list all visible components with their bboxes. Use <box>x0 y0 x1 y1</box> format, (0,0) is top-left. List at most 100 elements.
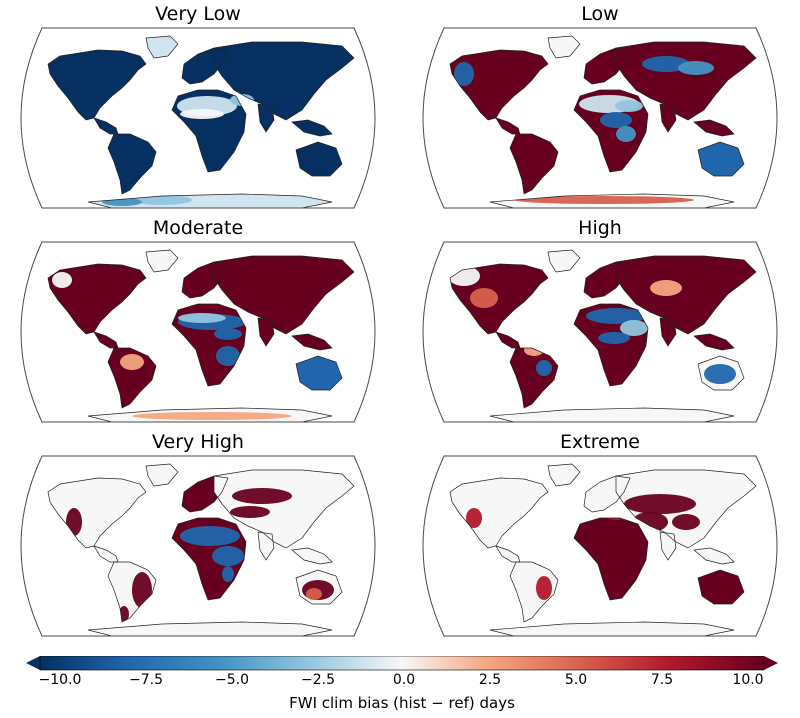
landmass-in <box>258 104 274 132</box>
map-frame <box>422 455 778 637</box>
bias-region <box>615 100 643 112</box>
bias-region <box>180 526 240 546</box>
panel-title: Very High <box>152 431 244 453</box>
bias-region <box>300 366 336 386</box>
bias-region <box>306 588 322 600</box>
bias-region <box>598 332 630 344</box>
coastline <box>213 469 355 549</box>
panel-moderate: Moderate <box>2 216 394 428</box>
coastline <box>291 119 333 137</box>
landmass-in <box>258 532 274 560</box>
coastline <box>295 569 343 605</box>
bias-region <box>678 61 714 75</box>
coastline <box>583 475 631 513</box>
landmass-na <box>48 264 146 334</box>
coastline <box>257 531 275 561</box>
panel-title: Very Low <box>155 3 241 25</box>
bias-region <box>132 412 292 420</box>
bias-region <box>526 412 706 420</box>
coastline <box>295 141 343 177</box>
map-frame <box>422 27 778 209</box>
coastline <box>145 463 179 487</box>
bias-region <box>524 344 544 356</box>
coastline <box>107 347 157 409</box>
coastline <box>291 547 333 565</box>
map-very-low <box>20 27 376 209</box>
bias-region <box>672 514 700 530</box>
coastline <box>659 531 677 561</box>
bias-region <box>120 354 144 370</box>
colorbar-tick-label: −2.5 <box>301 672 335 688</box>
landmass-an <box>88 622 332 636</box>
landmass-gl <box>548 464 580 486</box>
landmass-af <box>574 518 648 600</box>
panel-very-low: Very Low <box>2 2 394 214</box>
landmass-an <box>490 622 734 636</box>
bias-region <box>230 506 270 518</box>
coastline <box>171 303 247 387</box>
colorbar-label: FWI clim bias (hist − ref) days <box>289 694 515 712</box>
coastline <box>449 477 549 549</box>
coastline <box>697 355 745 391</box>
coastline <box>87 407 333 422</box>
panel-title: Moderate <box>152 217 244 239</box>
bias-region <box>132 195 192 205</box>
panel-very-high: Very High <box>2 430 394 642</box>
landmass-ca <box>94 546 118 562</box>
bias-region <box>454 62 474 86</box>
landmass-gl <box>146 36 178 58</box>
coastline <box>693 333 735 351</box>
colorbar-tick-label: 0.0 <box>392 672 416 688</box>
coastline <box>171 517 247 601</box>
landmass-gl <box>548 36 580 58</box>
coastline <box>489 621 735 636</box>
coastline <box>573 89 649 173</box>
coastline <box>87 621 333 636</box>
landmass-sea <box>292 548 332 564</box>
landmass-in <box>660 532 676 560</box>
coastline <box>449 49 549 121</box>
bias-region <box>704 364 736 384</box>
bias-region <box>650 280 682 296</box>
coastline <box>697 141 745 177</box>
coastline <box>509 133 559 195</box>
landmass-au <box>296 142 342 176</box>
panel-title: High <box>578 217 622 239</box>
panel-low: Low <box>404 2 796 214</box>
coastline <box>257 103 275 133</box>
coastline <box>291 333 333 351</box>
landmass-na <box>450 478 548 548</box>
bias-region <box>216 346 240 366</box>
bias-region <box>212 546 244 566</box>
landmass-na <box>48 478 146 548</box>
colorbar-extend-max <box>764 656 778 670</box>
coastline <box>547 463 581 487</box>
panel-extreme: Extreme <box>404 430 796 642</box>
landmass-as <box>214 256 354 334</box>
bias-region <box>620 320 648 336</box>
coastline <box>659 103 677 133</box>
landmass-sea <box>694 120 734 136</box>
landmass-as <box>616 256 756 334</box>
panel-high: High <box>404 216 796 428</box>
map-high <box>422 241 778 423</box>
landmass-as <box>214 42 354 120</box>
coastline <box>693 119 735 137</box>
colorbar-tick-label: 5.0 <box>564 672 588 688</box>
landmass-ca <box>94 118 118 134</box>
bias-region <box>706 152 738 172</box>
map-moderate <box>20 241 376 423</box>
landmass-na <box>48 50 146 120</box>
map-frame <box>20 455 376 637</box>
coastline <box>509 347 559 409</box>
coastline <box>181 475 229 513</box>
landmass-gl <box>146 464 178 486</box>
coastline <box>107 561 157 623</box>
coastline <box>615 469 757 549</box>
bias-region <box>624 494 696 514</box>
coastline <box>171 89 247 173</box>
coastline <box>615 255 757 335</box>
bias-region <box>132 572 152 608</box>
coastline <box>181 261 229 299</box>
coastline <box>697 569 745 605</box>
